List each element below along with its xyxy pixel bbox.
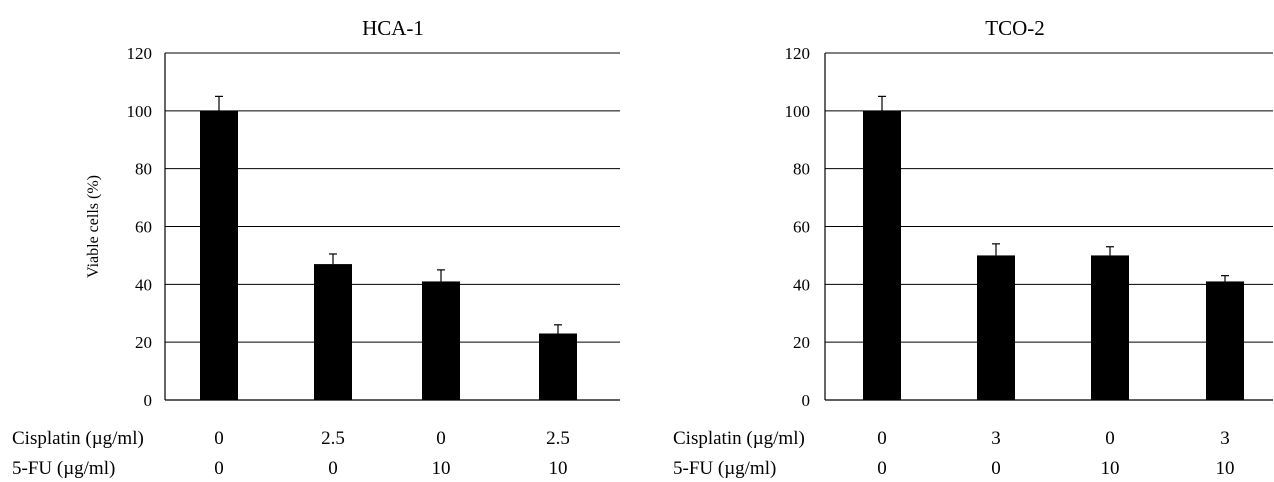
panel-1-row-2-value-1: 0 (214, 458, 224, 479)
panel-1-bar-4 (539, 333, 577, 400)
panel-2-ytick-label-80: 80 (793, 160, 810, 179)
panel-2-row-1-value-1: 0 (877, 428, 887, 449)
panel-1-bar-1 (200, 110, 238, 400)
panel-1-row-2-value-2: 0 (328, 458, 338, 479)
panel-2-bar-2 (977, 255, 1015, 400)
panel-2-row-2-value-3: 10 (1101, 458, 1120, 479)
panel-2-row-label-2: 5-FU (µg/ml) (673, 458, 776, 479)
panel-1-row-2-value-4: 10 (549, 458, 568, 479)
panel-2-row-label-1: Cisplatin (µg/ml) (673, 428, 805, 449)
panel-1-row-1-value-2: 2.5 (321, 428, 345, 449)
panel-1-bar-3 (422, 281, 460, 400)
panel-1-bar-2 (314, 264, 352, 400)
panel-2-ytick-label-120: 120 (785, 44, 811, 63)
panel-2-ytick-label-40: 40 (793, 275, 810, 294)
panel-2-row-2-value-2: 0 (991, 458, 1001, 479)
panel-1-ytick-label-40: 40 (135, 275, 152, 294)
panel-2-ytick-label-100: 100 (785, 102, 811, 121)
panel-2-ytick-label-0: 0 (802, 391, 811, 410)
panel-1-row-1-value-1: 0 (214, 428, 224, 449)
panel-1-row-label-2: 5-FU (µg/ml) (12, 458, 115, 479)
panel-1-row-1-value-4: 2.5 (546, 428, 570, 449)
panel-1-title: HCA-1 (362, 16, 424, 40)
panel-1-ytick-label-80: 80 (135, 160, 152, 179)
panel-2-row-1-value-4: 3 (1220, 428, 1230, 449)
panel-1-ytick-label-20: 20 (135, 333, 152, 352)
panel-2-row-1-value-3: 0 (1105, 428, 1115, 449)
panel-1-y-axis-label: Viable cells (%) (85, 175, 102, 278)
panel-1-row-1-value-3: 0 (436, 428, 446, 449)
panel-2-ytick-label-60: 60 (793, 218, 810, 237)
panel-1-ytick-label-0: 0 (144, 391, 153, 410)
panel-2-ytick-label-20: 20 (793, 333, 810, 352)
panel-2-title: TCO-2 (985, 16, 1045, 40)
panel-2-row-2-value-4: 10 (1216, 458, 1235, 479)
panel-2-row-1-value-2: 3 (991, 428, 1001, 449)
panel-1-row-label-1: Cisplatin (µg/ml) (12, 428, 144, 449)
panel-2-bar-4 (1206, 281, 1244, 400)
panel-1-ytick-label-120: 120 (127, 44, 153, 63)
panel-2-bar-1 (863, 110, 901, 400)
panel-1-row-2-value-3: 10 (432, 458, 451, 479)
panel-1-ytick-label-60: 60 (135, 218, 152, 237)
panel-1-ytick-label-100: 100 (127, 102, 153, 121)
panel-2-row-2-value-1: 0 (877, 458, 887, 479)
panel-2-bar-3 (1091, 255, 1129, 400)
